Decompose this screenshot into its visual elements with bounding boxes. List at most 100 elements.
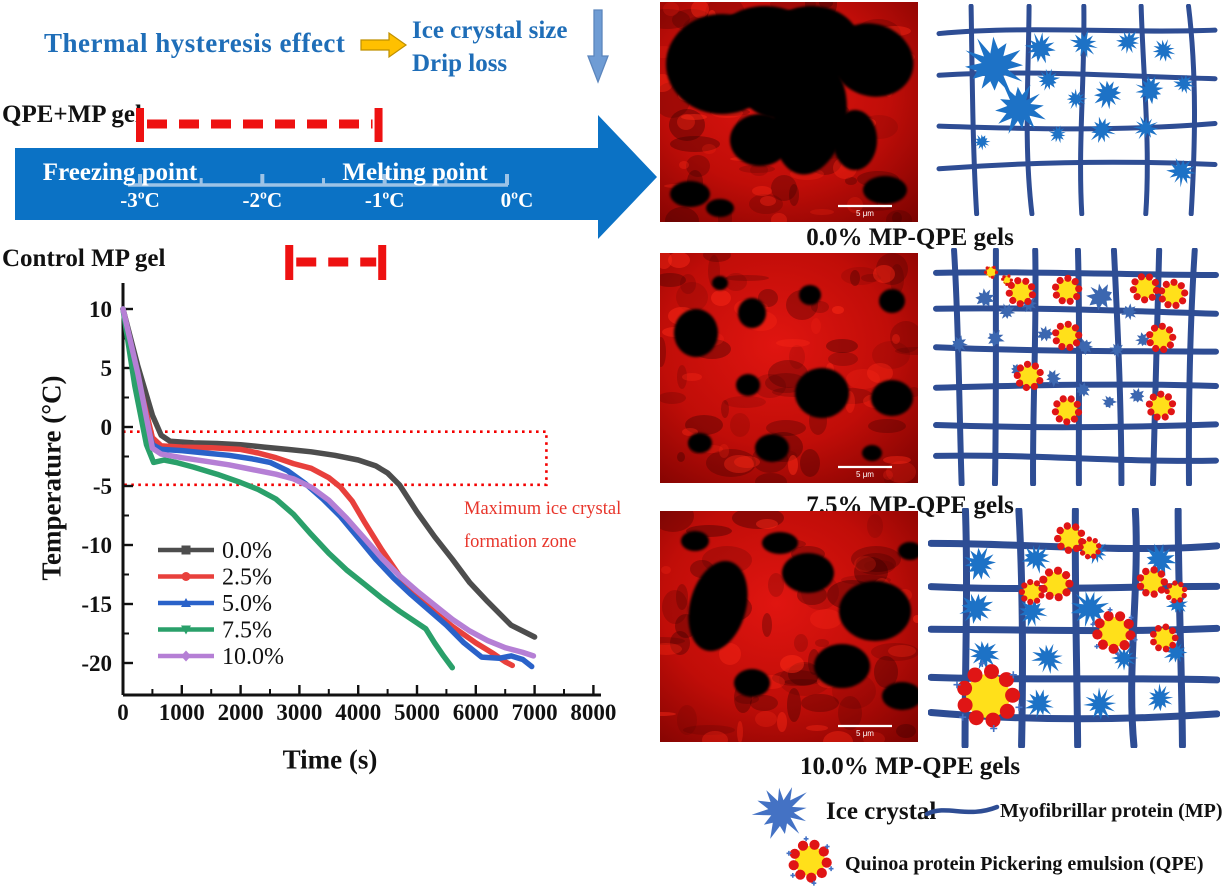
ice-crystal-icon (951, 335, 968, 354)
y-tick-label: -20 (81, 651, 112, 676)
x-tick-label: 7000 (512, 700, 558, 725)
ice-crystal-icon (1135, 332, 1150, 347)
x-tick-label: 3000 (276, 700, 322, 725)
ice-crystal-void (674, 309, 718, 357)
clsm-micrograph-1: 5 μm (660, 253, 918, 483)
y-tick-label: 10 (89, 297, 112, 322)
ice-crystal-void (706, 199, 734, 217)
x-tick-label: 4000 (335, 700, 381, 725)
x-axis-title: Time (s) (282, 744, 378, 775)
legend-label: 0.0% (222, 538, 272, 564)
ice-crystal-icon (967, 641, 1000, 671)
plus-mark (1015, 703, 1023, 711)
ice-crystal-icon (1116, 31, 1140, 54)
ice-crystal-icon (1173, 74, 1196, 94)
ice-crystal-icon (1129, 387, 1145, 403)
x-tick-label: 6000 (453, 700, 499, 725)
ice-crystal-void (814, 644, 870, 688)
ice-crystal-void (833, 110, 877, 170)
ice-crystal-void (755, 434, 789, 462)
scale-bar-label: 5 μm (856, 729, 874, 738)
ice-crystal-icon (1046, 369, 1062, 388)
ice-crystal-icon (1037, 68, 1061, 91)
timeline-arrow (15, 115, 657, 239)
ice-crystal-void (862, 445, 882, 461)
qpe-droplet-icon (1090, 607, 1138, 657)
ice-crystal-icon (1021, 544, 1051, 574)
plus-mark (790, 873, 796, 878)
temperature-scale-arrow: -3ºC -2ºC -1ºC 0ºC (15, 108, 657, 280)
ice-crystal-icon (1019, 596, 1048, 628)
qpe-droplet-icon (1146, 322, 1177, 353)
series-line-4 (120, 306, 537, 659)
ice-crystal-icon (1024, 689, 1054, 719)
y-tick-label: 0 (101, 415, 113, 440)
melting-point-label: Melting point (342, 159, 488, 186)
y-tick-label: -15 (81, 592, 112, 617)
ice-crystal-icon (1135, 75, 1164, 105)
qpe-droplet-icon (1018, 579, 1045, 605)
ice-crystal-void (730, 114, 790, 166)
ice-crystal-icon (995, 84, 1046, 134)
qpe-mp-gel-label: QPE+MP gel (2, 101, 142, 128)
panel-caption-2: 10.0% MP-QPE gels (799, 753, 1021, 780)
key-mp-label: Myofibrillar protein (MP) (1000, 800, 1222, 822)
x-tick-label: 1000 (159, 700, 205, 725)
plus-mark (1094, 644, 1100, 649)
ice-crystal-icon (965, 36, 1023, 95)
qpe-droplet-icon (1158, 278, 1189, 309)
plus-mark (811, 880, 817, 886)
legend-label: 5.0% (222, 591, 272, 617)
qpe-droplet-icon (1013, 360, 1044, 392)
ice-crystal-void (670, 181, 710, 207)
ice-crystal-void (736, 374, 760, 396)
legend-label: 7.5% (222, 618, 272, 644)
banner-outcome-drip-loss: Drip loss (412, 50, 508, 77)
mp-network (933, 248, 1219, 486)
plus-mark (1128, 615, 1134, 620)
ice-crystal-icon (964, 547, 996, 580)
annotation-text: formation zone (464, 532, 577, 552)
qpe-droplet-small-icon (1001, 274, 1013, 286)
ice-crystal-void (782, 553, 834, 593)
ice-crystal-icon (959, 593, 994, 624)
series-line-0 (120, 306, 538, 640)
gel-network-schematic-1 (933, 248, 1219, 486)
freezing-point-label: Freezing point (42, 159, 198, 186)
ice-crystal-void (863, 176, 907, 204)
plus-mark (953, 681, 961, 689)
series-line-1 (120, 306, 516, 669)
axes (121, 283, 601, 697)
ice-crystal-icon (1069, 29, 1098, 58)
qpe-droplet-icon (1054, 522, 1086, 554)
qpe-droplet-icon (1052, 274, 1083, 305)
key-qpe-label: Quinoa protein Pickering emulsion (QPE) (845, 853, 1204, 875)
qpe-droplet-icon (1051, 395, 1083, 426)
ice-crystal-icon (751, 787, 807, 839)
ice-crystal-icon (1048, 125, 1066, 144)
ice-crystal-icon (1121, 303, 1137, 321)
cooling-curves-chart: Maximum ice crystal formation zone 0 1000 20… (81, 283, 621, 725)
y-tick-label: -10 (81, 533, 112, 558)
ice-crystal-icon (1024, 32, 1056, 64)
ice-crystal-void (688, 433, 712, 453)
plus-mark (803, 836, 809, 842)
gel-network-schematic-2 (928, 508, 1220, 748)
qpe-droplet-icon (786, 836, 834, 886)
scale-tick-label: -3ºC (120, 188, 160, 212)
qpe-droplet-icon (1078, 536, 1102, 560)
scale-tick-label: -2ºC (243, 188, 283, 212)
ice-crystal-void (681, 531, 709, 551)
plus-mark (786, 850, 792, 856)
ice-crystal-icon (1094, 80, 1122, 110)
panel-caption-0: 0.0% MP-QPE gels (806, 224, 1014, 251)
qpe-droplet-icon (786, 836, 834, 886)
ice-crystal-icon (1031, 643, 1063, 674)
ice-crystal-void (898, 542, 918, 560)
ice-crystal-void (879, 289, 905, 313)
y-tick-label: -5 (93, 474, 112, 499)
gel-network-schematic-0 (936, 4, 1218, 216)
x-tick-label: 2000 (218, 700, 264, 725)
ice-crystal-void (688, 560, 748, 652)
